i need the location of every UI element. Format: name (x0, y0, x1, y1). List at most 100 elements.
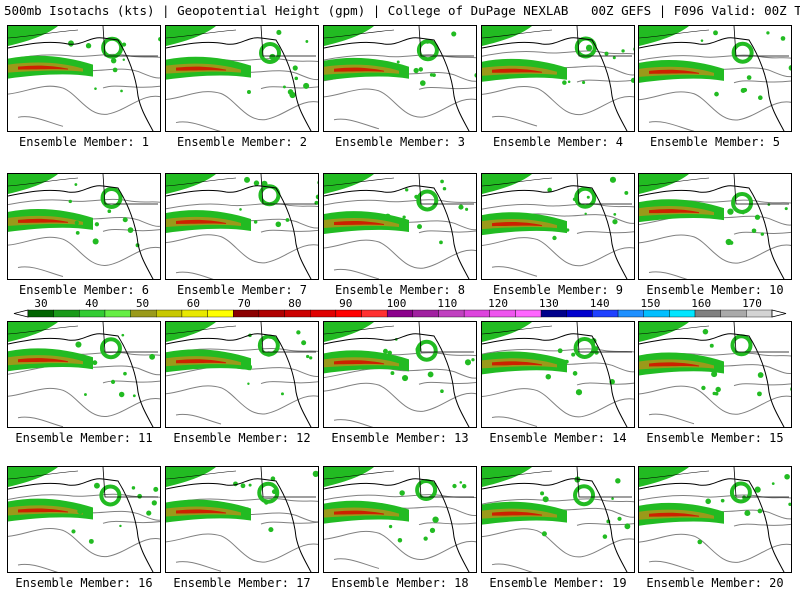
isotach-speck (565, 228, 570, 232)
isotach-speck (253, 220, 258, 224)
colorbar-swatch (463, 309, 490, 318)
isotach-speck (309, 356, 313, 360)
ensemble-member-map (7, 25, 161, 132)
closed-low-isotach (100, 186, 123, 209)
height-contour (418, 86, 476, 90)
coastline (482, 37, 628, 131)
isotach-speck (604, 51, 609, 56)
height-contour (482, 528, 634, 558)
coastline (8, 478, 154, 572)
height-contour (333, 419, 374, 427)
map-plot (482, 174, 634, 279)
political-border (324, 29, 395, 39)
ensemble-member-label: Ensemble Member: 11 (15, 431, 153, 445)
isotach-speck (567, 80, 571, 84)
isotach-speck (276, 29, 282, 35)
height-contour (324, 239, 476, 269)
political-border (260, 26, 316, 57)
jet-streak-core (18, 65, 68, 70)
map-plot (482, 322, 634, 427)
isotach-speck (94, 222, 100, 227)
ensemble-member-label: Ensemble Member: 18 (331, 576, 469, 590)
isotach-speck (439, 240, 443, 245)
height-contour (17, 266, 64, 278)
height-contour (324, 382, 476, 412)
ensemble-member-label: Ensemble Member: 7 (176, 283, 308, 297)
isotach-speck (701, 385, 706, 391)
coastline (324, 333, 470, 427)
isotach-speck (615, 478, 621, 484)
map-plot (324, 174, 476, 279)
height-contour (166, 385, 318, 415)
isotach-speck (149, 353, 156, 360)
isotach-speck (545, 373, 552, 380)
height-contour (17, 416, 64, 427)
political-border (418, 26, 474, 57)
isotach-speck (556, 72, 561, 78)
height-contour (648, 413, 695, 425)
isotach-speck (754, 486, 761, 493)
height-contour (175, 413, 222, 425)
isotach-speck (613, 213, 617, 216)
coastline (166, 37, 312, 131)
political-border (324, 470, 395, 480)
jet-streak-core (18, 218, 68, 223)
colorbar-swatch (566, 309, 593, 318)
isotach-speck (88, 538, 94, 544)
isotach-speck (557, 348, 563, 354)
isotach-speck (110, 57, 117, 64)
isotach-speck (571, 352, 576, 357)
height-contour (175, 121, 221, 131)
isotach-speck (268, 527, 274, 533)
closed-low-isotach (415, 478, 438, 501)
isotach-speck (621, 49, 625, 53)
political-border (576, 26, 632, 57)
isotach-speck (572, 371, 578, 376)
height-contour (639, 533, 791, 563)
height-contour (324, 54, 476, 61)
political-border (482, 29, 553, 39)
isotach-speck (440, 389, 444, 394)
isotach-speck (402, 215, 406, 219)
isotach-speck (405, 188, 409, 192)
isotach-speck (700, 39, 704, 42)
height-contour (324, 368, 476, 379)
ensemble-member-map (481, 321, 635, 428)
colorbar-swatch (335, 309, 362, 318)
colorbar-swatch (181, 309, 208, 318)
political-border (102, 26, 158, 57)
political-border (639, 177, 710, 187)
height-contour (482, 348, 634, 355)
isotach-speck (160, 359, 161, 361)
colorbar-swatch (361, 309, 388, 318)
ensemble-member-label: Ensemble Member: 16 (15, 576, 153, 590)
isotach-speck (458, 204, 464, 210)
political-border (260, 467, 316, 498)
height-contour (17, 116, 64, 127)
isotach-speck (122, 58, 125, 61)
isotach-speck (253, 180, 260, 186)
isotach-speck (780, 36, 786, 41)
coastline (166, 185, 312, 279)
map-plot (482, 467, 634, 572)
political-border (260, 174, 316, 205)
colorbar-tick-label: 120 (488, 297, 508, 310)
ensemble-member-label: Ensemble Member: 20 (646, 576, 784, 590)
isotach-speck (617, 516, 622, 521)
isotach-speck (757, 391, 762, 397)
jet-streak-core (176, 509, 226, 514)
ensemble-member-label: Ensemble Member: 9 (492, 283, 624, 297)
ensemble-member-label: Ensemble Member: 17 (173, 576, 311, 590)
isotach-speck (714, 91, 719, 97)
ensemble-member-map (481, 25, 635, 132)
ensemble-member-label: Ensemble Member: 1 (18, 135, 150, 149)
ensemble-member-label: Ensemble Member: 2 (176, 135, 308, 149)
isotach-speck (741, 211, 745, 215)
jet-streak-core (649, 69, 699, 74)
map-plot (639, 322, 791, 427)
jet-streak-core (492, 361, 542, 366)
isotach-speck (709, 343, 714, 348)
colorbar-swatch (540, 309, 567, 318)
isotach-speck (74, 220, 79, 225)
isotach-speck (396, 60, 400, 64)
